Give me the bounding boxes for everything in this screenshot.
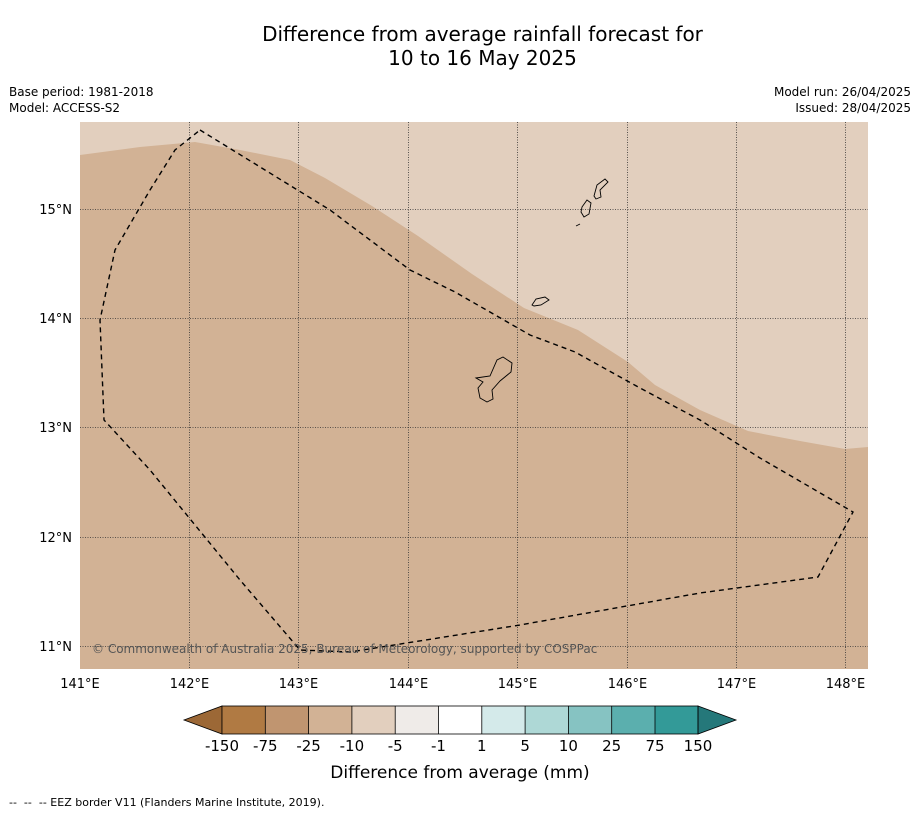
model-name-text: Model: ACCESS-S2 [9,101,121,115]
colorbar-swatch [351,706,396,734]
colorbar-swatch [655,706,698,734]
colorbar-labels: -150 -75 -25 -10 -5 -1 1 5 10 25 75 150 [205,737,712,755]
rota-island [531,296,550,307]
lon-label: 141°E [60,677,100,692]
lat-label: 14°N [39,312,72,327]
title-line-1: Difference from average rainfall forecas… [262,22,703,46]
colorbar-outline [221,705,699,735]
colorbar-swatch [395,706,439,734]
eez-footnote: -- -- -- EEZ border V11 (Flanders Marine… [9,796,325,809]
colorbar-swatch [481,706,526,734]
colorbar-label: -5 [388,737,403,755]
colorbar-label: 10 [559,737,578,755]
aguijan-island [575,223,581,227]
lat-label: 11°N [39,640,72,655]
colorbar-swatch [265,706,309,734]
islands [474,178,609,403]
saipan-island [593,178,609,200]
model-info: Base period: 1981-2018 Model: ACCESS-S2 [9,84,154,116]
colorbar-extend-low [182,705,223,735]
lat-label: 15°N [39,203,72,218]
lon-label: 146°E [608,677,648,692]
colorbar-title: Difference from average (mm) [330,763,589,783]
base-period-text: Base period: 1981-2018 [9,85,154,99]
lon-label: 144°E [389,677,429,692]
guam-island [474,356,513,403]
copyright-text: © Commonwealth of Australia 2025, Bureau… [92,642,597,656]
lat-label: 12°N [39,531,72,546]
lat-label: 13°N [39,421,72,436]
colorbar-label: 150 [684,737,713,755]
lon-label: 147°E [717,677,757,692]
graticule [80,122,868,669]
colorbar-label: -150 [205,737,239,755]
colorbar-label: -1 [431,737,446,755]
eez-border [99,129,854,653]
colorbar-label: 25 [602,737,621,755]
colorbar-swatch [611,706,655,734]
colorbar-label: 5 [520,737,530,755]
colorbar-swatch [525,706,569,734]
colorbar-swatch [438,706,482,734]
lon-label: 145°E [498,677,538,692]
model-run-text: Model run: 26/04/2025 [773,85,911,99]
colorbar-label: -25 [296,737,321,755]
colorbar: -150 -75 -25 -10 -5 -1 1 5 10 25 75 150 … [182,705,738,783]
lon-label: 143°E [279,677,319,692]
issued-text: Issued: 28/04/2025 [795,101,911,115]
lon-label: 142°E [170,677,210,692]
map-panel: © Commonwealth of Australia 2025, Bureau… [80,122,868,669]
tinian-island [580,199,592,218]
colorbar-extend-high [697,705,738,735]
colorbar-swatch [308,706,352,734]
run-info: Model run: 26/04/2025 Issued: 28/04/2025 [774,84,911,116]
title-line-2: 10 to 16 May 2025 [388,46,577,70]
longitude-labels: 141°E 142°E 143°E 144°E 145°E 146°E 147°… [60,677,865,692]
colorbar-swatch [568,706,612,734]
lon-label: 148°E [826,677,866,692]
colorbar-label: 75 [645,737,664,755]
latitude-labels: 15°N 14°N 13°N 12°N 11°N [39,203,72,655]
colorbar-label: 1 [477,737,487,755]
rain-diff-region-slightly-drier [80,122,868,449]
map-title: Difference from average rainfall forecas… [0,22,919,70]
colorbar-swatch [222,706,266,734]
colorbar-label: -75 [253,737,278,755]
colorbar-label: -10 [340,737,365,755]
